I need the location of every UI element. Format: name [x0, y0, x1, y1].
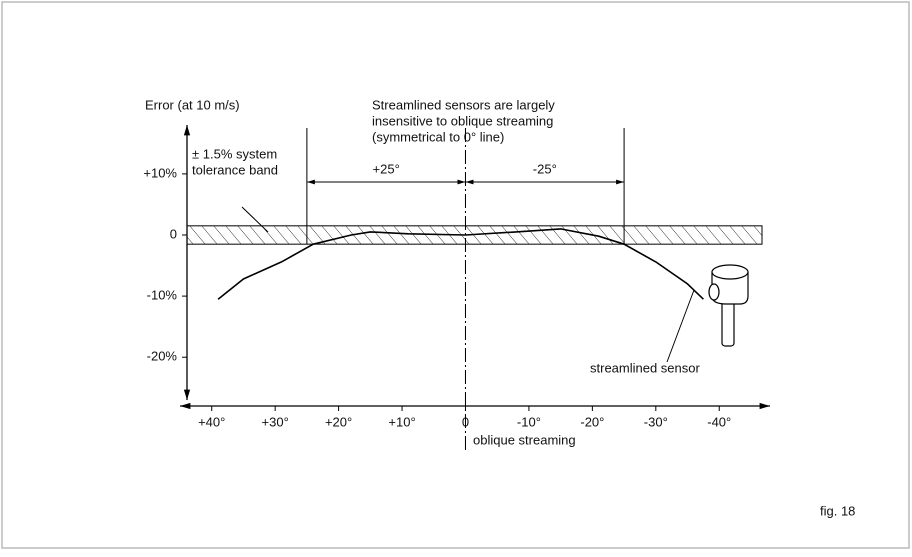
x-tick-label: -40° [707, 414, 731, 429]
annotation: insensitive to oblique streaming [372, 113, 553, 128]
y-axis-label: Error (at 10 m/s) [145, 97, 240, 112]
y-tick-label: 0 [170, 226, 177, 241]
dimension-label: -25° [533, 161, 557, 176]
x-tick-label: -20° [580, 414, 604, 429]
x-tick-label: +30° [262, 414, 289, 429]
x-tick-label: +20° [325, 414, 352, 429]
curve [217, 228, 704, 300]
x-tick-label: +40° [198, 414, 225, 429]
series-label: streamlined sensor [590, 360, 700, 375]
band-label: ± 1.5% system [192, 146, 277, 161]
dimension-label: +25° [373, 161, 400, 176]
annotation: Streamlined sensors are largely [372, 97, 555, 112]
annotation: (symmetrical to 0° line) [372, 129, 504, 144]
y-tick-label: +10% [143, 165, 177, 180]
sensor-icon [708, 264, 749, 347]
x-tick-label: +10° [388, 414, 415, 429]
leader-line [666, 289, 695, 363]
y-tick-label: -10% [147, 288, 178, 303]
x-tick-label: -30° [644, 414, 668, 429]
y-tick-label: -20% [147, 349, 178, 364]
figure-label: fig. 18 [820, 503, 855, 518]
band-label: tolerance band [192, 162, 278, 177]
x-tick-label: -10° [517, 414, 541, 429]
x-axis-label: oblique streaming [473, 432, 576, 447]
